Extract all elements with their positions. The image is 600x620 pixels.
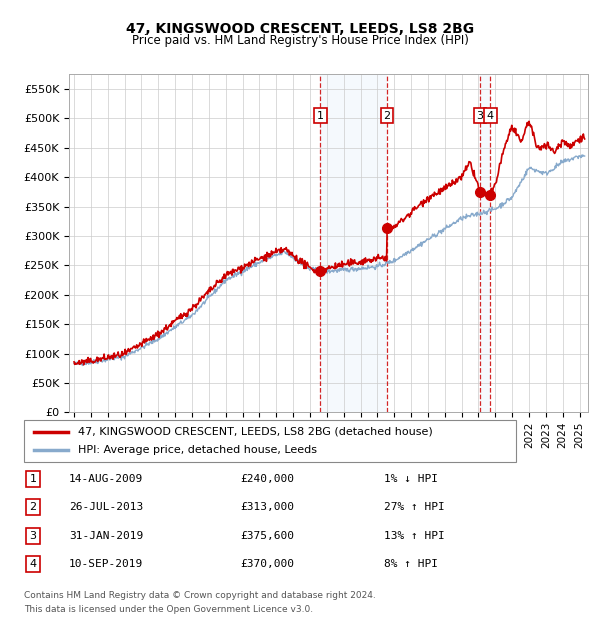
Text: 2: 2 — [29, 502, 37, 512]
Text: 1: 1 — [29, 474, 37, 484]
Text: 27% ↑ HPI: 27% ↑ HPI — [384, 502, 445, 512]
Text: This data is licensed under the Open Government Licence v3.0.: This data is licensed under the Open Gov… — [24, 604, 313, 614]
Text: £370,000: £370,000 — [240, 559, 294, 569]
Text: 47, KINGSWOOD CRESCENT, LEEDS, LS8 2BG: 47, KINGSWOOD CRESCENT, LEEDS, LS8 2BG — [126, 22, 474, 36]
Text: 8% ↑ HPI: 8% ↑ HPI — [384, 559, 438, 569]
Text: 3: 3 — [29, 531, 37, 541]
Bar — [480, 74, 490, 412]
Text: 2: 2 — [383, 110, 391, 120]
Text: Contains HM Land Registry data © Crown copyright and database right 2024.: Contains HM Land Registry data © Crown c… — [24, 591, 376, 600]
Bar — [320, 74, 387, 412]
Text: 13% ↑ HPI: 13% ↑ HPI — [384, 531, 445, 541]
Text: HPI: Average price, detached house, Leeds: HPI: Average price, detached house, Leed… — [78, 445, 317, 455]
Text: £375,600: £375,600 — [240, 531, 294, 541]
Text: 3: 3 — [476, 110, 484, 120]
Text: 47, KINGSWOOD CRESCENT, LEEDS, LS8 2BG (detached house): 47, KINGSWOOD CRESCENT, LEEDS, LS8 2BG (… — [78, 427, 433, 436]
Text: 1: 1 — [317, 110, 324, 120]
Text: £313,000: £313,000 — [240, 502, 294, 512]
Text: 4: 4 — [487, 110, 494, 120]
Text: 4: 4 — [29, 559, 37, 569]
FancyBboxPatch shape — [24, 420, 516, 462]
Text: 14-AUG-2009: 14-AUG-2009 — [69, 474, 143, 484]
Text: 26-JUL-2013: 26-JUL-2013 — [69, 502, 143, 512]
Text: Price paid vs. HM Land Registry's House Price Index (HPI): Price paid vs. HM Land Registry's House … — [131, 34, 469, 47]
Text: £240,000: £240,000 — [240, 474, 294, 484]
Text: 31-JAN-2019: 31-JAN-2019 — [69, 531, 143, 541]
Text: 10-SEP-2019: 10-SEP-2019 — [69, 559, 143, 569]
Text: 1% ↓ HPI: 1% ↓ HPI — [384, 474, 438, 484]
